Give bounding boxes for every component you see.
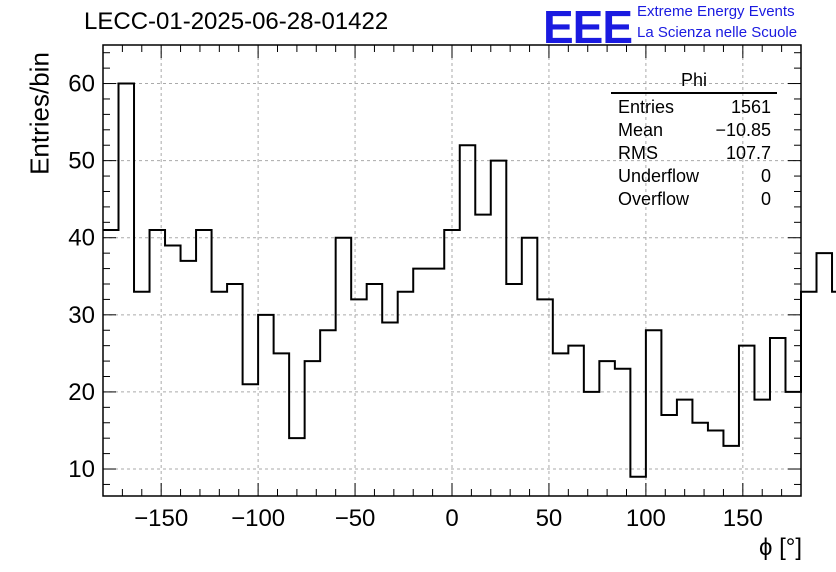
- histogram-bin: [351, 299, 367, 496]
- stats-value: 0: [760, 189, 771, 209]
- histogram-bin: [739, 346, 755, 496]
- histogram-bin: [367, 284, 383, 496]
- stats-row: Overflow 0: [611, 188, 777, 211]
- y-tick-label: 10: [68, 456, 95, 483]
- stats-value: 1561: [730, 97, 771, 117]
- histogram-bin: [165, 245, 181, 496]
- histogram-bin: [336, 238, 352, 496]
- histogram-bin: [413, 269, 429, 496]
- chart-title: LECC-01-2025-06-28-01422: [84, 8, 389, 35]
- histogram-bin: [181, 261, 197, 496]
- histogram-bin: [398, 292, 414, 496]
- histogram-bin: [615, 369, 631, 496]
- stats-title: Phi: [611, 70, 777, 94]
- histogram-bin: [770, 338, 786, 496]
- stats-label: Mean: [618, 120, 664, 140]
- histogram-bin: [522, 238, 538, 496]
- stats-row: Underflow 0: [611, 165, 777, 188]
- y-tick-label: 20: [68, 379, 95, 406]
- y-tick-label: 40: [68, 225, 95, 252]
- stats-value: 107.7: [725, 143, 771, 163]
- histogram-bin: [103, 230, 119, 496]
- histogram-bin: [553, 353, 569, 496]
- eee-logo: EEE: [543, 1, 633, 53]
- logo-line-1: Extreme Energy Events: [637, 3, 795, 20]
- histogram-bin: [801, 292, 817, 496]
- x-axis-label: ϕ [°]: [758, 534, 802, 561]
- histogram-bin: [444, 230, 460, 496]
- x-tick-label: 0: [445, 505, 458, 532]
- histogram-bin: [243, 384, 259, 496]
- stats-row: RMS 107.7: [611, 142, 777, 165]
- histogram-bin: [646, 330, 662, 496]
- histogram-bin: [537, 299, 553, 496]
- histogram-bin: [150, 230, 166, 496]
- histogram-bin: [429, 269, 445, 496]
- stats-box: Phi Entries 1561 Mean −10.85 RMS 107.7 Underfl…: [611, 70, 777, 211]
- histogram-series: [103, 82, 836, 478]
- x-tick-label: −50: [335, 505, 376, 532]
- histogram-bin: [289, 438, 305, 496]
- histogram-bin: [212, 292, 228, 496]
- histogram-bin: [491, 161, 507, 496]
- y-tick-label: 60: [68, 71, 95, 98]
- stats-row: Mean −10.85: [611, 119, 777, 142]
- logo-line-2: La Scienza nelle Scuole: [637, 24, 798, 41]
- stats-label: Entries: [618, 97, 675, 117]
- y-axis-label: Entries/bin: [24, 52, 55, 175]
- histogram-bin: [274, 353, 290, 496]
- histogram-bin: [630, 477, 646, 496]
- y-tick-label: 50: [68, 148, 95, 175]
- stats-value: 0: [760, 166, 771, 186]
- histogram-bin: [677, 400, 693, 496]
- stats-label: Underflow: [618, 166, 700, 186]
- histogram-bin: [584, 392, 600, 496]
- histogram-bin: [723, 446, 739, 496]
- y-tick-label: 30: [68, 302, 95, 329]
- histogram-bin: [817, 253, 833, 496]
- histogram-bin: [227, 284, 243, 496]
- histogram-bin: [568, 346, 584, 496]
- x-tick-label: 150: [723, 505, 763, 532]
- stats-value: −10.85: [715, 120, 771, 140]
- histogram-bin: [599, 361, 615, 496]
- histogram-bin: [460, 145, 476, 496]
- histogram-bin: [382, 323, 398, 496]
- histogram-bin: [196, 230, 212, 496]
- histogram-bin: [692, 423, 708, 496]
- x-tick-label: 100: [626, 505, 666, 532]
- histogram-bin: [754, 400, 770, 496]
- histogram-bin: [661, 415, 677, 496]
- x-tick-label: −100: [231, 505, 285, 532]
- stats-label: RMS: [618, 143, 658, 163]
- histogram-bin: [832, 292, 836, 496]
- histogram-bin: [320, 330, 336, 496]
- histogram-bin: [475, 215, 491, 496]
- x-tick-label: −150: [134, 505, 188, 532]
- x-tick-label: 50: [536, 505, 563, 532]
- stats-label: Overflow: [618, 189, 690, 209]
- histogram-bin: [305, 361, 321, 496]
- histogram-bin: [506, 284, 522, 496]
- histogram-bin: [708, 430, 724, 496]
- histogram-bin: [134, 292, 150, 496]
- stats-row: Entries 1561: [611, 96, 777, 119]
- histogram-bin: [258, 315, 274, 496]
- histogram-bin: [119, 84, 135, 496]
